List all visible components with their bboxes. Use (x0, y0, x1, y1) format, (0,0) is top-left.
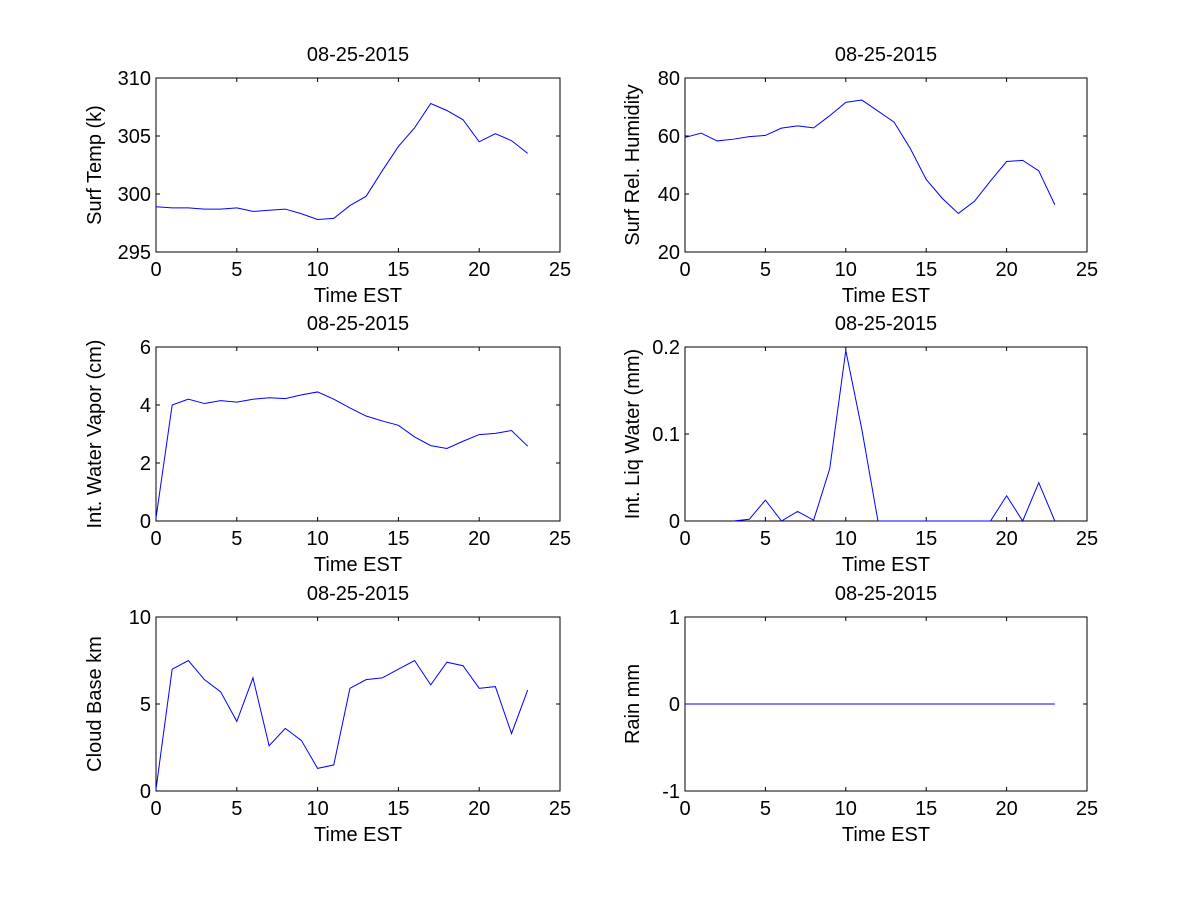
axes-frame (684, 77, 1088, 253)
y-axis-label: Int. Water Vapor (cm) (84, 340, 106, 529)
y-tick-label: 295 (118, 242, 151, 264)
chart-title: 08-25-2015 (307, 44, 409, 66)
y-tick-label: 300 (118, 184, 151, 206)
x-tick-label: 10 (835, 259, 857, 281)
y-tick-label: 0.1 (652, 424, 680, 446)
x-axis-label: Time EST (842, 285, 930, 307)
subplot-5: 0 5 10 15 20 25 0 5 10 08-25-2015 Time EST Cloud Ba… (84, 583, 571, 846)
x-tick-label: 15 (915, 259, 937, 281)
y-tick-label: 0.2 (652, 337, 680, 359)
y-axis-label: Surf Rel. Humidity (622, 84, 644, 245)
x-tick-label: 5 (760, 798, 771, 820)
x-tick-label: 25 (1076, 528, 1098, 550)
y-axis-label: Cloud Base km (84, 636, 106, 772)
x-tick-label: 10 (306, 259, 328, 281)
x-tick-label: 5 (760, 528, 771, 550)
series-line (155, 659, 529, 790)
series-line (155, 102, 528, 221)
x-tick-label: 5 (760, 259, 771, 281)
x-axis-label: Time EST (842, 554, 930, 576)
y-tick-label: 310 (118, 68, 151, 90)
x-tick-label: 10 (306, 528, 328, 550)
x-tick-label: 25 (1076, 798, 1098, 820)
x-tick-label: 25 (549, 798, 571, 820)
series-line (733, 350, 1056, 523)
x-tick-label: 15 (387, 798, 409, 820)
y-tick-label: 4 (140, 395, 151, 417)
x-tick-label: 0 (150, 528, 161, 550)
x-tick-label: 10 (835, 528, 857, 550)
x-tick-label: 20 (468, 528, 490, 550)
x-tick-label: 0 (679, 798, 690, 820)
subplot-4: 0 5 10 15 20 25 0 0.1 0.2 08-25-2015 Time EST Int. … (622, 313, 1098, 576)
x-tick-label: 10 (835, 798, 857, 820)
axes-frame (155, 346, 561, 522)
subplot-2: 0 5 10 15 20 25 20 40 60 80 08-25-2015 Time EST Surf… (622, 44, 1098, 307)
y-tick-label: 6 (140, 337, 151, 359)
x-tick-label: 15 (915, 798, 937, 820)
y-tick-label: 2 (140, 453, 151, 475)
y-tick-label: 305 (118, 126, 151, 148)
x-tick-label: 5 (231, 259, 242, 281)
x-axis-label: Time EST (314, 554, 402, 576)
y-tick-label: 10 (129, 607, 151, 629)
y-tick-label: 0 (140, 511, 151, 533)
y-tick-label: 40 (658, 184, 680, 206)
series-line (155, 391, 529, 519)
x-tick-label: 10 (306, 798, 328, 820)
chart-title: 08-25-2015 (307, 313, 409, 335)
y-axis-label: Int. Liq Water (mm) (622, 349, 644, 519)
x-tick-label: 25 (549, 259, 571, 281)
x-tick-label: 25 (549, 528, 571, 550)
chart-title: 08-25-2015 (835, 44, 937, 66)
x-axis-label: Time EST (314, 824, 402, 846)
x-axis-label: Time EST (842, 824, 930, 846)
x-axis-label: Time EST (314, 285, 402, 307)
axes-frame (155, 77, 561, 253)
y-tick-label: 5 (140, 694, 151, 716)
x-tick-label: 0 (679, 528, 690, 550)
y-axis-label: Surf Temp (k) (84, 105, 106, 225)
x-tick-label: 5 (231, 528, 242, 550)
x-tick-label: 20 (468, 798, 490, 820)
axes-frame (155, 616, 561, 792)
subplot-3: 0 5 10 15 20 25 0 2 4 6 08-25-2015 Time EST Int. Wat… (84, 313, 571, 576)
x-tick-label: 0 (679, 259, 690, 281)
y-tick-label: 80 (658, 68, 680, 90)
y-tick-label: -1 (662, 781, 680, 803)
chart-title: 08-25-2015 (835, 313, 937, 335)
x-tick-label: 25 (1076, 259, 1098, 281)
series-line (684, 99, 1056, 215)
x-tick-label: 20 (995, 528, 1017, 550)
x-tick-label: 0 (150, 798, 161, 820)
y-tick-label: 1 (669, 607, 680, 629)
x-tick-label: 5 (231, 798, 242, 820)
y-tick-label: 0 (140, 781, 151, 803)
x-tick-label: 15 (915, 528, 937, 550)
axes-frame (684, 346, 1088, 522)
y-axis-label: Rain mm (622, 664, 644, 744)
y-tick-label: 60 (658, 126, 680, 148)
y-tick-label: 0 (669, 694, 680, 716)
x-tick-label: 20 (995, 798, 1017, 820)
y-tick-label: 20 (658, 242, 680, 264)
chart-title: 08-25-2015 (835, 583, 937, 605)
x-tick-label: 15 (387, 528, 409, 550)
subplot-1: 0 5 10 15 20 25 295 300 305 310 08-25-2015 Time EST… (84, 44, 571, 307)
chart-title: 08-25-2015 (307, 583, 409, 605)
x-tick-label: 20 (468, 259, 490, 281)
y-tick-label: 0 (669, 511, 680, 533)
x-tick-label: 20 (995, 259, 1017, 281)
x-tick-label: 15 (387, 259, 409, 281)
x-tick-label: 0 (150, 259, 161, 281)
